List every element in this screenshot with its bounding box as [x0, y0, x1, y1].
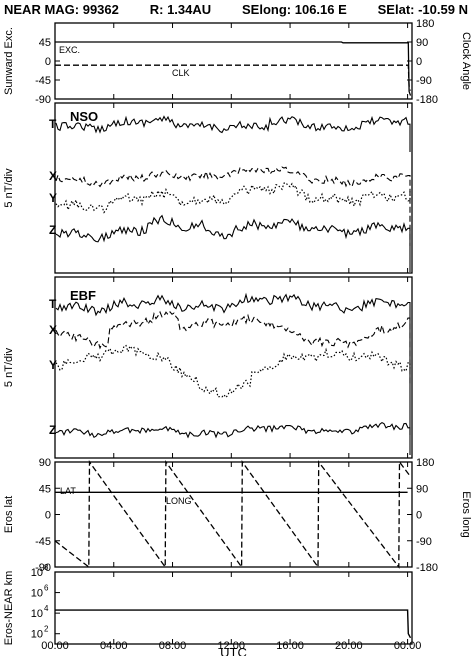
y-axis-label-left: Sunward Exc.: [3, 27, 15, 95]
x-tick-label: 08:00: [159, 640, 187, 652]
series-line-long: [54, 460, 412, 569]
x-tick-label: 16:00: [276, 640, 304, 652]
y-tick-label-right: 180: [416, 18, 434, 30]
y-axis-label-right: Eros long: [460, 491, 472, 537]
y-tick-label-left: 0: [45, 510, 51, 522]
y-axis-label: 5 nT/div: [3, 168, 15, 208]
y-tick-label: 10: [31, 588, 43, 600]
series-label-y: Y: [49, 191, 57, 205]
series-label-z: Z: [49, 423, 56, 437]
y-axis-label: 5 nT/div: [3, 347, 15, 387]
series-label-t: T: [49, 297, 57, 311]
series-line-exc: [55, 41, 412, 96]
series-line-y: [55, 182, 411, 214]
series-line-t: [55, 115, 411, 152]
y-tick-label-left: 45: [39, 37, 51, 49]
y-tick-label-right: -90: [416, 75, 432, 87]
y-tick-label: 10: [31, 567, 43, 579]
series-label-clk: CLK: [172, 68, 190, 78]
y-tick-base: 10: [31, 588, 43, 600]
panel-frame-0: [54, 22, 413, 100]
y-tick-label-right: -180: [416, 562, 438, 574]
panel-label: NSO: [70, 109, 98, 124]
series-label-y: Y: [49, 358, 57, 372]
y-tick-label: 10: [31, 608, 43, 620]
y-tick-label-left: -90: [35, 94, 51, 106]
y-axis-label-left: Eros lat: [3, 496, 15, 533]
range-label: R: 1.34AU: [149, 2, 212, 17]
series-label-t: T: [49, 117, 57, 131]
y-tick-label: 10: [31, 629, 43, 641]
y-tick-label-left: -90: [35, 562, 51, 574]
series-line-y: [55, 344, 411, 399]
y-axis-label: Eros-NEAR km: [3, 571, 15, 646]
y-tick-label-left: 45: [39, 483, 51, 495]
y-tick-label-left: -45: [35, 536, 51, 548]
y-tick-label-right: 0: [416, 510, 422, 522]
series-line-x: [55, 310, 411, 385]
y-tick-label-right: 90: [416, 37, 428, 49]
y-tick-base: 10: [31, 608, 43, 620]
x-tick-label: 12:00: [218, 640, 246, 652]
series-label-x: X: [49, 169, 57, 183]
series-line-x: [55, 166, 411, 246]
x-tick-label: 04:00: [100, 640, 128, 652]
panel-frame-3: [54, 461, 413, 568]
y-tick-label-right: -90: [416, 536, 432, 548]
y-tick-base: 10: [31, 629, 43, 641]
series-label-x: X: [49, 323, 57, 337]
y-tick-exponent: 2: [44, 625, 49, 634]
series-label-lat: LAT: [60, 486, 76, 496]
x-axis-label: UTC: [220, 645, 247, 656]
y-axis-label-right: Clock Angle: [460, 32, 472, 90]
series-label-long: LONG: [166, 496, 192, 506]
selong-label: SElong: 106.16 E: [242, 2, 347, 17]
y-tick-label-left: 90: [39, 457, 51, 469]
x-tick-label: 00:00: [41, 640, 69, 652]
panel-label: EBF: [70, 288, 96, 303]
y-tick-exponent: 8: [44, 563, 49, 572]
series-label-exc: EXC.: [59, 45, 80, 55]
y-tick-label-right: 180: [416, 457, 434, 469]
y-tick-base: 10: [31, 567, 43, 579]
y-tick-exponent: 6: [44, 584, 49, 593]
series-line-z: [55, 421, 411, 439]
figure-title: NEAR MAG: 99362 R: 1.34AU SElong: 106.16…: [0, 2, 474, 20]
series-line-z: [55, 214, 411, 272]
selat-label: SElat: -10.59 N: [377, 2, 468, 17]
series-line-t: [55, 292, 411, 455]
panel-frame-4: [54, 571, 413, 645]
y-tick-label-right: 90: [416, 483, 428, 495]
x-tick-label: 20:00: [335, 640, 363, 652]
series-label-z: Z: [49, 223, 56, 237]
panel-frame-1: [54, 102, 413, 274]
y-tick-label-left: -45: [35, 75, 51, 87]
y-tick-label-left: 0: [45, 56, 51, 68]
mission-label: NEAR MAG: 99362: [4, 2, 119, 17]
x-tick-label: 00:00: [394, 640, 422, 652]
y-tick-exponent: 4: [44, 604, 49, 613]
y-tick-label-right: 0: [416, 56, 422, 68]
series-line-clk: [55, 64, 412, 91]
panel-frame-2: [54, 276, 413, 459]
series-line-distance: [55, 609, 412, 639]
y-tick-label-right: -180: [416, 94, 438, 106]
